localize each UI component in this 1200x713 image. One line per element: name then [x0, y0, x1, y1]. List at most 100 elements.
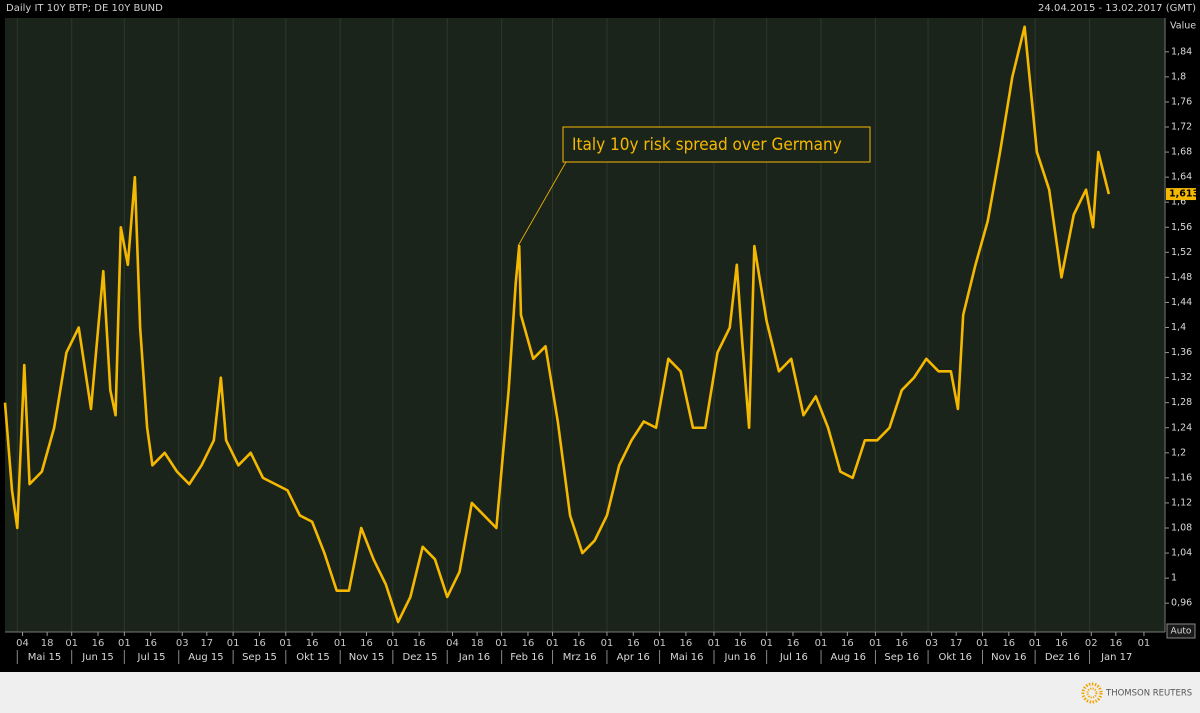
- month-label: Okt 16: [939, 652, 973, 663]
- month-label: Jun 16: [724, 652, 757, 663]
- annotation: Italy 10y risk spread over Germany: [572, 135, 842, 155]
- y-tick-label: 1,24: [1171, 422, 1192, 433]
- y-tick-label: 1,12: [1171, 497, 1192, 508]
- x-tick-label: 16: [253, 638, 266, 649]
- y-tick-label: 1,4: [1171, 322, 1186, 333]
- x-tick-label: 16: [734, 638, 747, 649]
- y-axis-label: Value: [1170, 21, 1196, 32]
- month-label: Nov 15: [349, 652, 384, 663]
- y-tick-label: 1,6: [1171, 197, 1186, 208]
- y-tick-label: 1,64: [1171, 172, 1192, 183]
- x-tick-label: 16: [1055, 638, 1068, 649]
- x-tick-label: 04: [16, 638, 29, 649]
- x-tick-label: 04: [446, 638, 459, 649]
- y-tick-label: 1,56: [1171, 222, 1192, 233]
- y-tick-label: 1,72: [1171, 122, 1192, 133]
- y-tick-label: 0,96: [1171, 598, 1192, 609]
- x-tick-label: 01: [65, 638, 78, 649]
- x-tick-label: 16: [787, 638, 800, 649]
- month-label: Jul 15: [137, 652, 166, 663]
- y-tick-label: 1,44: [1171, 297, 1192, 308]
- x-tick-label: 01: [760, 638, 773, 649]
- y-tick-label: 1,16: [1171, 472, 1192, 483]
- x-tick-label: 01: [653, 638, 666, 649]
- auto-button-label[interactable]: Auto: [1171, 627, 1192, 637]
- y-tick-label: 1,32: [1171, 372, 1192, 383]
- x-tick-label: 01: [227, 638, 240, 649]
- x-tick-label: 01: [546, 638, 559, 649]
- footer: [0, 672, 1200, 713]
- month-label: Jan 17: [1100, 652, 1132, 663]
- date-range: 24.04.2015 - 13.02.2017 (GMT): [1038, 3, 1196, 14]
- x-tick-label: 16: [522, 638, 535, 649]
- series-line: [3, 25, 1111, 624]
- annotation-box: [562, 126, 871, 163]
- x-tick-label: 01: [386, 638, 399, 649]
- chart-title: Daily IT 10Y BTP; DE 10Y BUND: [6, 3, 163, 14]
- y-tick-label: 1: [1171, 573, 1177, 584]
- x-tick-label: 01: [1029, 638, 1042, 649]
- month-label: Apr 16: [617, 652, 650, 663]
- month-label: Mai 15: [28, 652, 61, 663]
- month-label: Dez 15: [403, 652, 438, 663]
- grid: [16, 18, 1091, 632]
- y-tick-label: 1,52: [1171, 247, 1192, 258]
- x-tick-label: 18: [41, 638, 54, 649]
- x-tick-label: 16: [144, 638, 157, 649]
- plot-area: [5, 18, 1165, 632]
- x-tick-label: 01: [708, 638, 721, 649]
- x-tick-label: 01: [976, 638, 989, 649]
- y-tick-label: 1,68: [1171, 147, 1192, 158]
- month-label: Mai 16: [670, 652, 703, 663]
- y-tick-label: 1,08: [1171, 522, 1192, 533]
- x-tick-label: 16: [841, 638, 854, 649]
- y-tick-label: 1,48: [1171, 272, 1192, 283]
- x-tick-label: 01: [495, 638, 508, 649]
- x-tick-label: 01: [601, 638, 614, 649]
- y-tick-label: 1,28: [1171, 397, 1192, 408]
- month-label: Okt 15: [296, 652, 330, 663]
- marks: [3, 25, 1111, 624]
- x-tick-label: 16: [306, 638, 319, 649]
- last-value-tag: [1166, 188, 1196, 201]
- x-tick-label: 01: [118, 638, 131, 649]
- x-tick-label: 03: [925, 638, 938, 649]
- x-tick-label: 16: [1109, 638, 1122, 649]
- x-tick-label: 16: [413, 638, 426, 649]
- auto-button[interactable]: [1166, 623, 1196, 639]
- month-label: Dez 16: [1045, 652, 1080, 663]
- annotation-connector: [517, 161, 567, 247]
- logo: [1081, 682, 1103, 704]
- month-label: Feb 16: [510, 652, 544, 663]
- x-tick-label: 16: [895, 638, 908, 649]
- last-value-label: 1,613: [1169, 189, 1199, 200]
- month-label: Nov 16: [991, 652, 1026, 663]
- month-label: Aug 16: [831, 652, 866, 663]
- month-label: Aug 15: [188, 652, 223, 663]
- x-tick-label: 03: [176, 638, 189, 649]
- x-tick-label: 18: [471, 638, 484, 649]
- x-tick-label: 16: [360, 638, 373, 649]
- x-tick-label: 02: [1085, 638, 1098, 649]
- x-tick-label: 17: [200, 638, 213, 649]
- month-label: Sep 15: [242, 652, 277, 663]
- x-tick-label: 16: [572, 638, 585, 649]
- x-tick-label: 01: [869, 638, 882, 649]
- x-tick-label: 01: [279, 638, 292, 649]
- x-tick-label: 01: [815, 638, 828, 649]
- month-label: Jul 16: [779, 652, 808, 663]
- x-tick-label: 01: [1138, 638, 1151, 649]
- y-tick-label: 1,04: [1171, 548, 1192, 559]
- y-tick-label: 1,36: [1171, 347, 1192, 358]
- y-tick-label: 1,2: [1171, 447, 1186, 458]
- x-tick-label: 01: [334, 638, 347, 649]
- x-tick-label: 16: [680, 638, 693, 649]
- month-label: Jan 16: [458, 652, 490, 663]
- x-tick-label: 16: [627, 638, 640, 649]
- y-tick-label: 1,76: [1171, 96, 1192, 107]
- x-tick-label: 17: [950, 638, 963, 649]
- source: THOMSON REUTERS: [1105, 689, 1192, 699]
- month-label: Mrz 16: [563, 652, 597, 663]
- x-tick-label: 16: [1002, 638, 1015, 649]
